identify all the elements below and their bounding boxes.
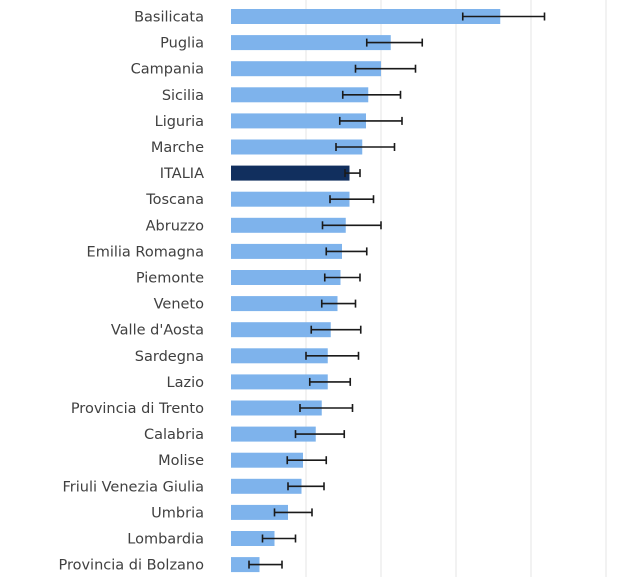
error-bar-marche <box>335 143 396 151</box>
error-bar-calabria <box>294 430 346 439</box>
bar-abruzzo <box>231 217 346 233</box>
category-label-molise: Molise <box>158 453 204 469</box>
category-label-sicilia: Sicilia <box>162 88 204 104</box>
category-label-marche: Marche <box>151 140 204 156</box>
grid-lines <box>305 0 607 577</box>
error-bars <box>248 12 546 569</box>
bar-calabria <box>231 426 316 442</box>
category-label-liguria: Liguria <box>155 114 204 130</box>
error-bar-puglia <box>365 38 424 47</box>
error-bar-provincia-di-trento <box>299 404 354 412</box>
bar-marche <box>231 139 363 155</box>
error-bar-umbria <box>273 508 313 517</box>
error-bar-lombardia <box>261 534 297 543</box>
bar-molise <box>231 452 303 468</box>
error-bar-italia <box>344 169 361 178</box>
category-label-abruzzo: Abruzzo <box>146 218 204 234</box>
bar-sardegna <box>231 348 328 364</box>
category-label-basilicata: Basilicata <box>134 10 204 26</box>
error-bar-liguria <box>338 116 403 125</box>
category-label-provincia-di-trento: Provincia di Trento <box>71 401 204 417</box>
bar-lombardia <box>231 531 275 546</box>
category-label-toscana: Toscana <box>145 192 204 208</box>
error-bar-veneto <box>320 299 357 308</box>
error-bar-lazio <box>308 377 352 386</box>
error-bar-sardegna <box>305 351 360 360</box>
category-label-lazio: Lazio <box>167 375 205 391</box>
bar-piemonte <box>231 270 341 285</box>
category-label-provincia-di-bolzano: Provincia di Bolzano <box>58 558 204 574</box>
bar-puglia <box>231 35 391 51</box>
category-label-lombardia: Lombardia <box>127 532 204 548</box>
category-label-veneto: Veneto <box>154 297 205 313</box>
bar-lazio <box>231 374 328 390</box>
error-bar-provincia-di-bolzano <box>248 560 283 569</box>
error-bar-piemonte <box>323 273 361 282</box>
bar-italia <box>231 165 350 181</box>
error-bar-valle-d-aosta <box>310 325 362 334</box>
bars <box>231 9 501 573</box>
category-label-puglia: Puglia <box>160 36 204 52</box>
bar-basilicata <box>231 9 501 24</box>
category-label-campania: Campania <box>131 62 204 78</box>
error-bar-molise <box>286 456 328 465</box>
error-bar-sicilia <box>341 90 402 99</box>
bar-sicilia <box>231 87 369 103</box>
error-bar-abruzzo <box>321 221 382 230</box>
category-labels: Basilicata Puglia Campania Sicilia Liguria Ma… <box>58 10 204 574</box>
bar-valle-d-aosta <box>231 322 331 338</box>
bar-liguria <box>231 113 366 129</box>
category-label-calabria: Calabria <box>144 427 204 443</box>
bar-friuli-venezia-giulia <box>231 478 302 494</box>
error-bar-toscana <box>329 195 375 204</box>
bar-campania <box>231 61 381 77</box>
bar-toscana <box>231 191 350 207</box>
category-label-italia: ITALIA <box>160 166 204 182</box>
category-label-valle-d-aosta: Valle d'Aosta <box>111 323 204 339</box>
category-label-umbria: Umbria <box>151 505 204 521</box>
error-bar-campania <box>354 64 417 73</box>
bar-veneto <box>231 296 338 312</box>
category-label-friuli-venezia-giulia: Friuli Venezia Giulia <box>63 479 205 495</box>
bar-provincia-di-bolzano <box>231 557 260 573</box>
error-bar-emilia-romagna <box>325 247 368 256</box>
category-label-piemonte: Piemonte <box>136 271 204 287</box>
error-bar-friuli-venezia-giulia <box>287 482 325 491</box>
category-label-sardegna: Sardegna <box>135 349 204 365</box>
category-label-emilia-romagna: Emilia Romagna <box>87 244 204 260</box>
bar-provincia-di-trento <box>231 400 322 416</box>
bar-emilia-romagna <box>231 243 342 259</box>
error-bar-basilicata <box>461 12 546 21</box>
